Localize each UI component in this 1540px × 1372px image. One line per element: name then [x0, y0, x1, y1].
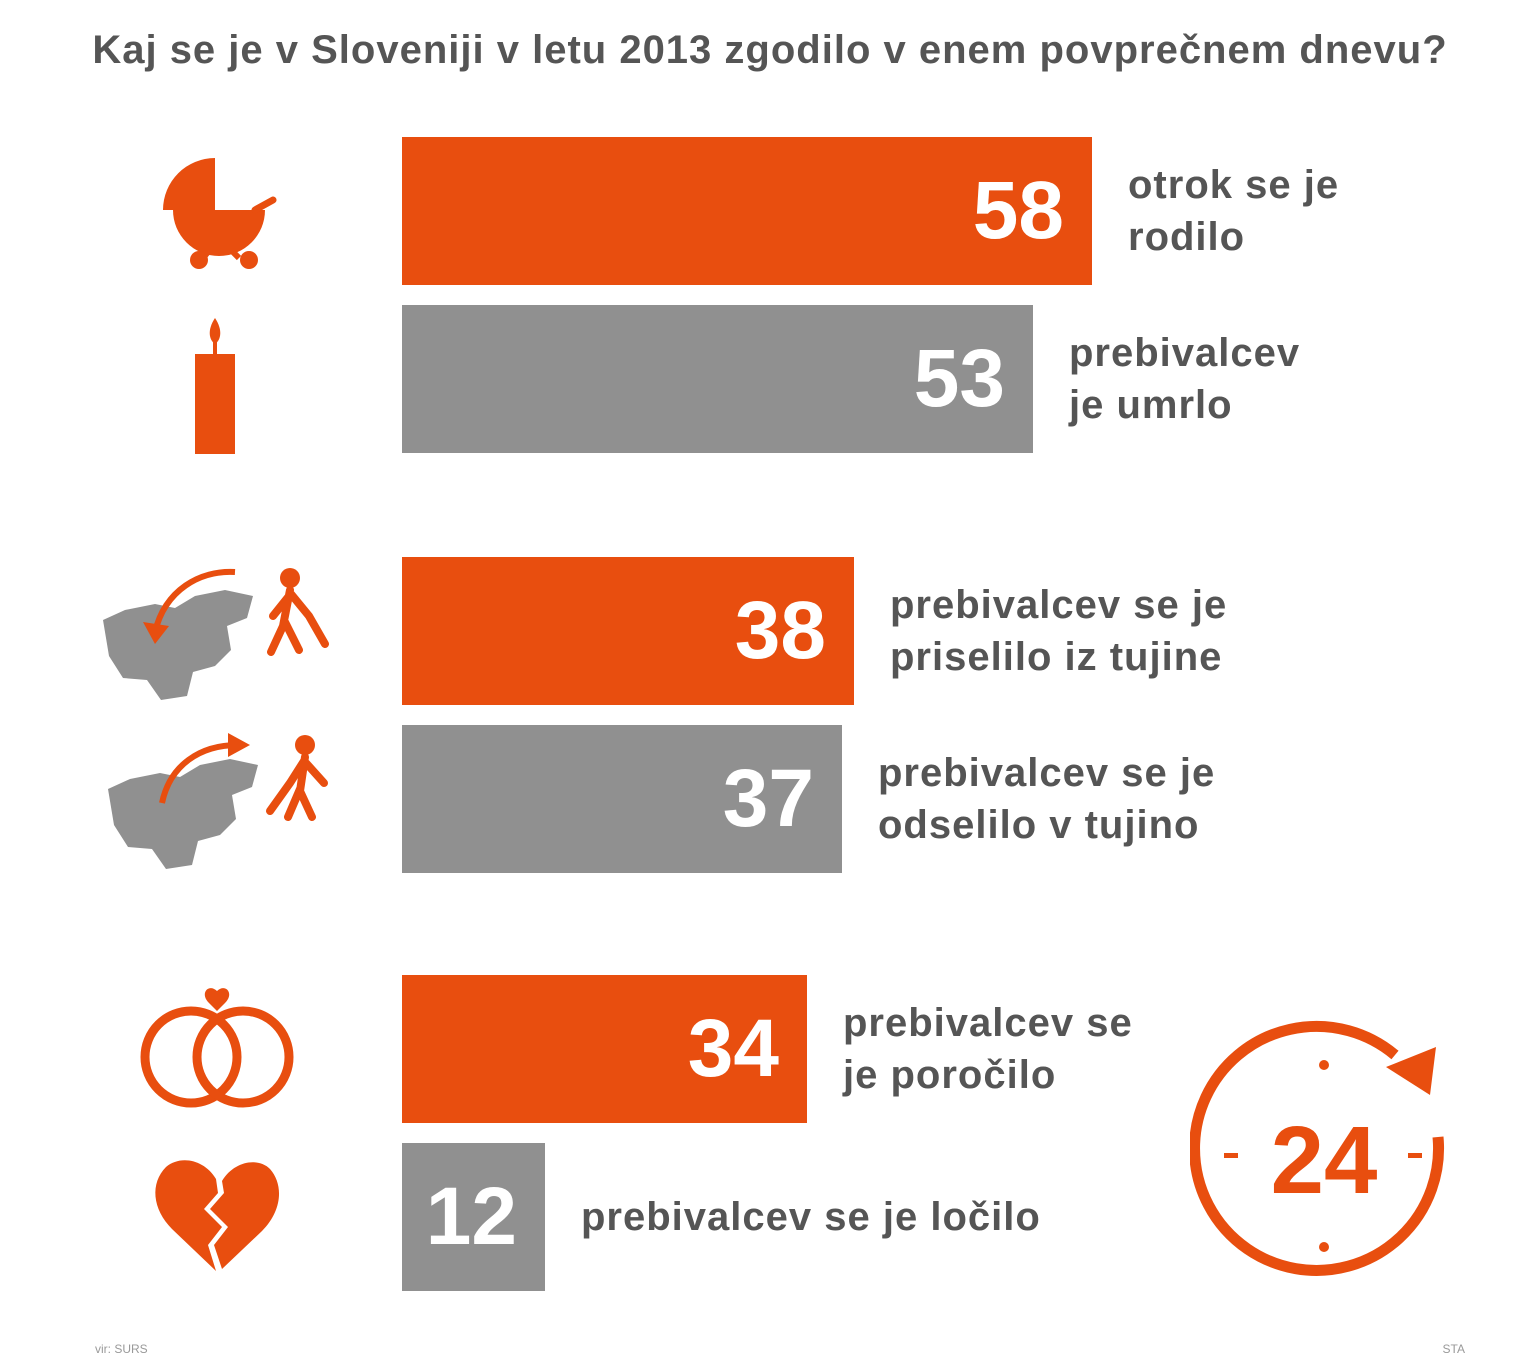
bar-value-label: 37: [722, 753, 814, 844]
bar-value-label: 34: [687, 1003, 779, 1094]
bar-category-label: prebivalcev se je poročilo: [843, 997, 1133, 1101]
bar-category-label-line: je poročilo: [843, 1053, 1057, 1097]
bar: [402, 305, 1033, 453]
bar-category-label: otrok se je rodilo: [1128, 159, 1339, 263]
bar-category-label-line: rodilo: [1128, 215, 1246, 259]
bar-category-label: prebivalcev je umrlo: [1069, 327, 1300, 431]
immigration-icon: [103, 568, 329, 700]
footer-credit: STA: [1442, 1342, 1465, 1356]
wedding-rings-icon: [140, 988, 294, 1108]
bar-category-label-line: prebivalcev se je: [890, 583, 1228, 627]
chart-title: Kaj se je v Sloveniji v letu 2013 zgodil…: [92, 28, 1448, 72]
bar: [402, 975, 807, 1123]
bar-category-label-line: prebivalcev: [1069, 331, 1301, 375]
stroller-icon: [163, 158, 277, 269]
bar-category-label-line: prebivalcev se: [843, 1001, 1133, 1045]
bar: [402, 1143, 545, 1291]
bar-category-label: prebivalcev se je ločilo: [581, 1191, 1041, 1243]
bar-category-label-line: prebivalcev se je: [878, 751, 1216, 795]
bar-category-label: prebivalcev se je odselilo v tujino: [878, 747, 1215, 851]
bar-category-label-line: priselilo iz tujine: [890, 635, 1223, 679]
footer-source: vir: SURS: [95, 1342, 148, 1356]
bar-category-label-line: otrok se je: [1128, 163, 1340, 207]
bar-category-label: prebivalcev se je priselilo iz tujine: [890, 579, 1227, 683]
bar-value-label: 38: [734, 585, 826, 676]
bar-value-label: 53: [913, 333, 1005, 424]
24-hour-clock-icon: 24: [1190, 1020, 1445, 1276]
bar: [402, 557, 854, 705]
clock-label: 24: [1271, 1107, 1378, 1214]
bar-value-label: 58: [972, 165, 1064, 256]
emigration-icon: [108, 733, 328, 869]
bar: [402, 137, 1092, 285]
bar-value-label: 12: [425, 1171, 517, 1262]
bar-category-label-line: prebivalcev se je ločilo: [581, 1195, 1041, 1239]
candle-icon: [195, 318, 235, 454]
bar-category-label-line: je umrlo: [1069, 383, 1233, 427]
bar: [402, 725, 842, 873]
bar-category-label-line: odselilo v tujino: [878, 803, 1200, 847]
broken-heart-icon: [155, 1160, 280, 1271]
